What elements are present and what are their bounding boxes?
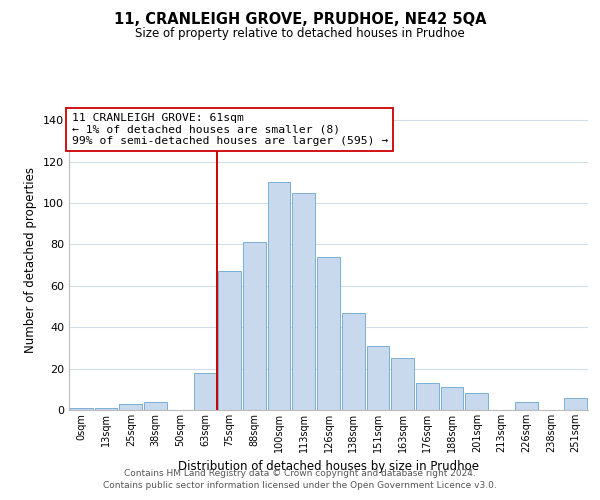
Bar bbox=[268, 182, 290, 410]
Bar bbox=[515, 402, 538, 410]
Text: Contains public sector information licensed under the Open Government Licence v3: Contains public sector information licen… bbox=[103, 481, 497, 490]
Bar bbox=[317, 257, 340, 410]
Bar bbox=[70, 408, 93, 410]
Text: 11, CRANLEIGH GROVE, PRUDHOE, NE42 5QA: 11, CRANLEIGH GROVE, PRUDHOE, NE42 5QA bbox=[114, 12, 486, 28]
Text: Size of property relative to detached houses in Prudhoe: Size of property relative to detached ho… bbox=[135, 28, 465, 40]
Bar bbox=[367, 346, 389, 410]
Bar bbox=[416, 383, 439, 410]
Bar bbox=[243, 242, 266, 410]
Bar bbox=[466, 394, 488, 410]
Bar bbox=[119, 404, 142, 410]
Bar bbox=[218, 272, 241, 410]
Bar bbox=[292, 193, 315, 410]
X-axis label: Distribution of detached houses by size in Prudhoe: Distribution of detached houses by size … bbox=[178, 460, 479, 473]
Bar bbox=[144, 402, 167, 410]
Bar bbox=[342, 313, 365, 410]
Bar bbox=[441, 387, 463, 410]
Bar bbox=[95, 408, 118, 410]
Bar bbox=[391, 358, 414, 410]
Bar bbox=[194, 373, 216, 410]
Text: 11 CRANLEIGH GROVE: 61sqm
← 1% of detached houses are smaller (8)
99% of semi-de: 11 CRANLEIGH GROVE: 61sqm ← 1% of detach… bbox=[71, 113, 388, 146]
Bar bbox=[564, 398, 587, 410]
Y-axis label: Number of detached properties: Number of detached properties bbox=[25, 167, 37, 353]
Text: Contains HM Land Registry data © Crown copyright and database right 2024.: Contains HM Land Registry data © Crown c… bbox=[124, 468, 476, 477]
